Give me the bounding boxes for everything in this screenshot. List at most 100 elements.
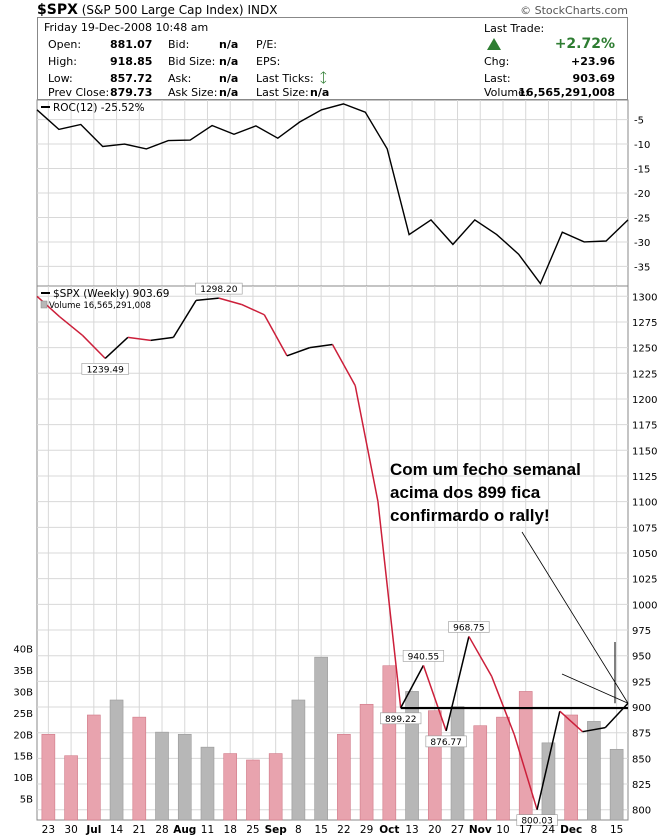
ask-label: Ask: (168, 72, 192, 85)
roc-tick-label: -20 (634, 189, 650, 200)
value-label: 800.03 (521, 817, 553, 827)
price-segment (196, 297, 219, 302)
volume-bar (609, 748, 624, 821)
chg-value: +23.96 (570, 55, 615, 68)
price-tick-label: 1300 (632, 292, 657, 303)
high-label: High: (48, 55, 77, 68)
price-tick-label: 1050 (632, 549, 657, 560)
x-tick-label: 14 (110, 824, 124, 836)
volume-legend-swatch (40, 300, 48, 309)
bid-label: Bid: (168, 38, 190, 51)
price-segment (59, 316, 83, 336)
bid-value: n/a (219, 38, 239, 51)
volume-tick-label: 30B (13, 687, 33, 698)
last-label: Last: (484, 72, 511, 85)
x-tick-label: 29 (360, 824, 373, 836)
price-segment (445, 636, 470, 732)
price-segment (172, 299, 197, 338)
annotation-arrow (561, 673, 629, 704)
volume-bar (359, 703, 374, 821)
volume-bar (132, 716, 147, 821)
volume-bar (314, 656, 328, 821)
price-segment (309, 343, 333, 349)
price-segment (582, 726, 606, 733)
roc-tick-label: -10 (634, 140, 650, 151)
volume-bar (200, 746, 215, 821)
price-tick-label: 1225 (632, 369, 657, 380)
x-tick-label: Aug (173, 824, 196, 836)
bid-size-label: Bid Size: (168, 55, 216, 68)
volume-bar (177, 733, 192, 821)
x-tick-label: 11 (201, 824, 214, 836)
annotation-line-2: acima dos 899 fica (390, 483, 541, 502)
x-tick-label: 15 (610, 824, 623, 836)
x-tick-label: Nov (469, 824, 492, 836)
annotation-text: Com um fecho semanal acima dos 899 fica … (390, 458, 650, 527)
x-tick-label: 28 (155, 824, 168, 836)
price-tick-label: 1175 (632, 421, 657, 432)
price-segment (536, 710, 561, 810)
price-segment (263, 314, 288, 357)
price-tick-label: 1025 (632, 575, 657, 586)
price-tick-label: 1100 (632, 498, 657, 509)
price-tick-label: 1150 (632, 446, 657, 457)
volume-bar (109, 699, 124, 821)
price-segment (331, 344, 356, 386)
value-label-box (402, 650, 445, 662)
uptick-arrow-icon: 🡙 (320, 71, 327, 86)
price-segment (354, 385, 379, 502)
annotation-line-3: confirmardo o rally! (390, 506, 550, 525)
last-ticks-label: Last Ticks: (256, 72, 314, 85)
x-tick-label: 21 (133, 824, 146, 836)
value-label-box (448, 621, 490, 633)
quote-panel: Friday 19-Dec-2008 10:48 am Open: 881.07… (37, 17, 628, 100)
prev-close-value: 879.73 (110, 86, 153, 99)
x-tick-label: 25 (246, 824, 259, 836)
price-legend: $SPX (Weekly) 903.69 (53, 288, 169, 300)
roc-tick-label: -15 (634, 165, 650, 176)
x-tick-label: 24 (542, 824, 556, 836)
price-panel: 800 825 850 875 900 925 950 975 1000 1025 1050 1075… (13, 282, 657, 827)
x-tick-label: 13 (405, 824, 418, 836)
stockcharts-credit[interactable]: © StockCharts.com (520, 4, 628, 17)
chg-label: Chg: (484, 55, 510, 68)
x-tick-label: Dec (560, 824, 582, 836)
last-size-value: n/a (310, 86, 330, 99)
volume-bar (496, 716, 510, 821)
percent-change: +2.72% (554, 36, 615, 52)
low-label: Low: (48, 72, 73, 85)
x-tick-label: 15 (314, 824, 327, 836)
x-tick-label: 22 (337, 824, 350, 836)
open-value: 881.07 (110, 38, 153, 51)
value-label: 940.55 (408, 652, 440, 662)
value-label-box (195, 282, 243, 295)
roc-tick-label: -30 (634, 238, 650, 249)
price-tick-label: 1200 (632, 395, 657, 406)
pe-label: P/E: (256, 38, 277, 51)
value-label: 876.77 (430, 738, 462, 748)
price-tick-label: 875 (632, 729, 651, 740)
volume-bar (564, 714, 578, 821)
x-tick-label: 17 (519, 824, 532, 836)
x-tick-label: 27 (451, 824, 464, 836)
price-tick-label: 825 (632, 780, 651, 791)
volume-bar (427, 710, 442, 821)
volume-tick-label: 15B (13, 752, 33, 763)
x-tick-label: 8 (591, 824, 598, 836)
volume-bar (405, 691, 419, 821)
roc-line (36, 103, 629, 285)
volume-label: Volume: (484, 86, 529, 99)
eps-label: EPS: (256, 55, 281, 68)
volume-bar (450, 706, 465, 821)
x-tick-label: Sep (265, 824, 288, 836)
last-value: 903.69 (572, 72, 615, 85)
price-tick-label: 950 (632, 652, 651, 663)
value-label: 899.22 (385, 715, 417, 725)
price-segment (468, 636, 493, 677)
volume-bar (64, 755, 78, 821)
price-segment (81, 334, 106, 359)
volume-tick-label: 35B (13, 666, 33, 677)
ask-value: n/a (219, 72, 239, 85)
x-tick-label: 18 (224, 824, 237, 836)
